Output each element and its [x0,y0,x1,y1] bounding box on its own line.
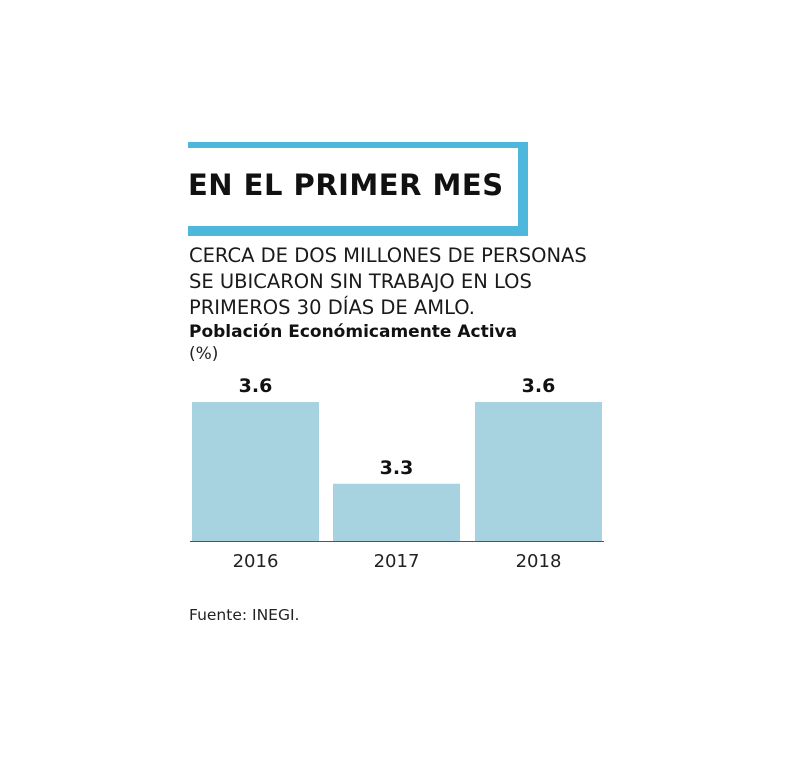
bar-2017 [333,483,460,541]
subtitle-line: CERCA DE DOS MILLONES DE PERSONAS [189,244,587,267]
bar-2018 [475,402,602,541]
chart-unit-label: (%) [189,344,219,364]
data-label-2018: 3.6 [522,375,556,397]
x-tick-label-2017: 2017 [374,551,420,572]
x-tick-label-2016: 2016 [233,551,279,572]
data-label-2017: 3.3 [380,457,414,479]
subtitle-line: PRIMEROS 30 DÍAS DE AMLO. [189,296,475,319]
subtitle-line: SE UBICARON SIN TRABAJO EN LOS [189,270,532,293]
title-frame: EN EL PRIMER MES [188,142,528,236]
bar-2016 [192,402,319,541]
chart-title: Población Económicamente Activa [189,322,518,342]
page-title: EN EL PRIMER MES [188,168,504,202]
x-tick-label-2018: 2018 [516,551,562,572]
data-label-2016: 3.6 [239,375,273,397]
source-note: Fuente: INEGI. [189,606,300,624]
subtitle: CERCA DE DOS MILLONES DE PERSONAS SE UBI… [189,243,619,321]
